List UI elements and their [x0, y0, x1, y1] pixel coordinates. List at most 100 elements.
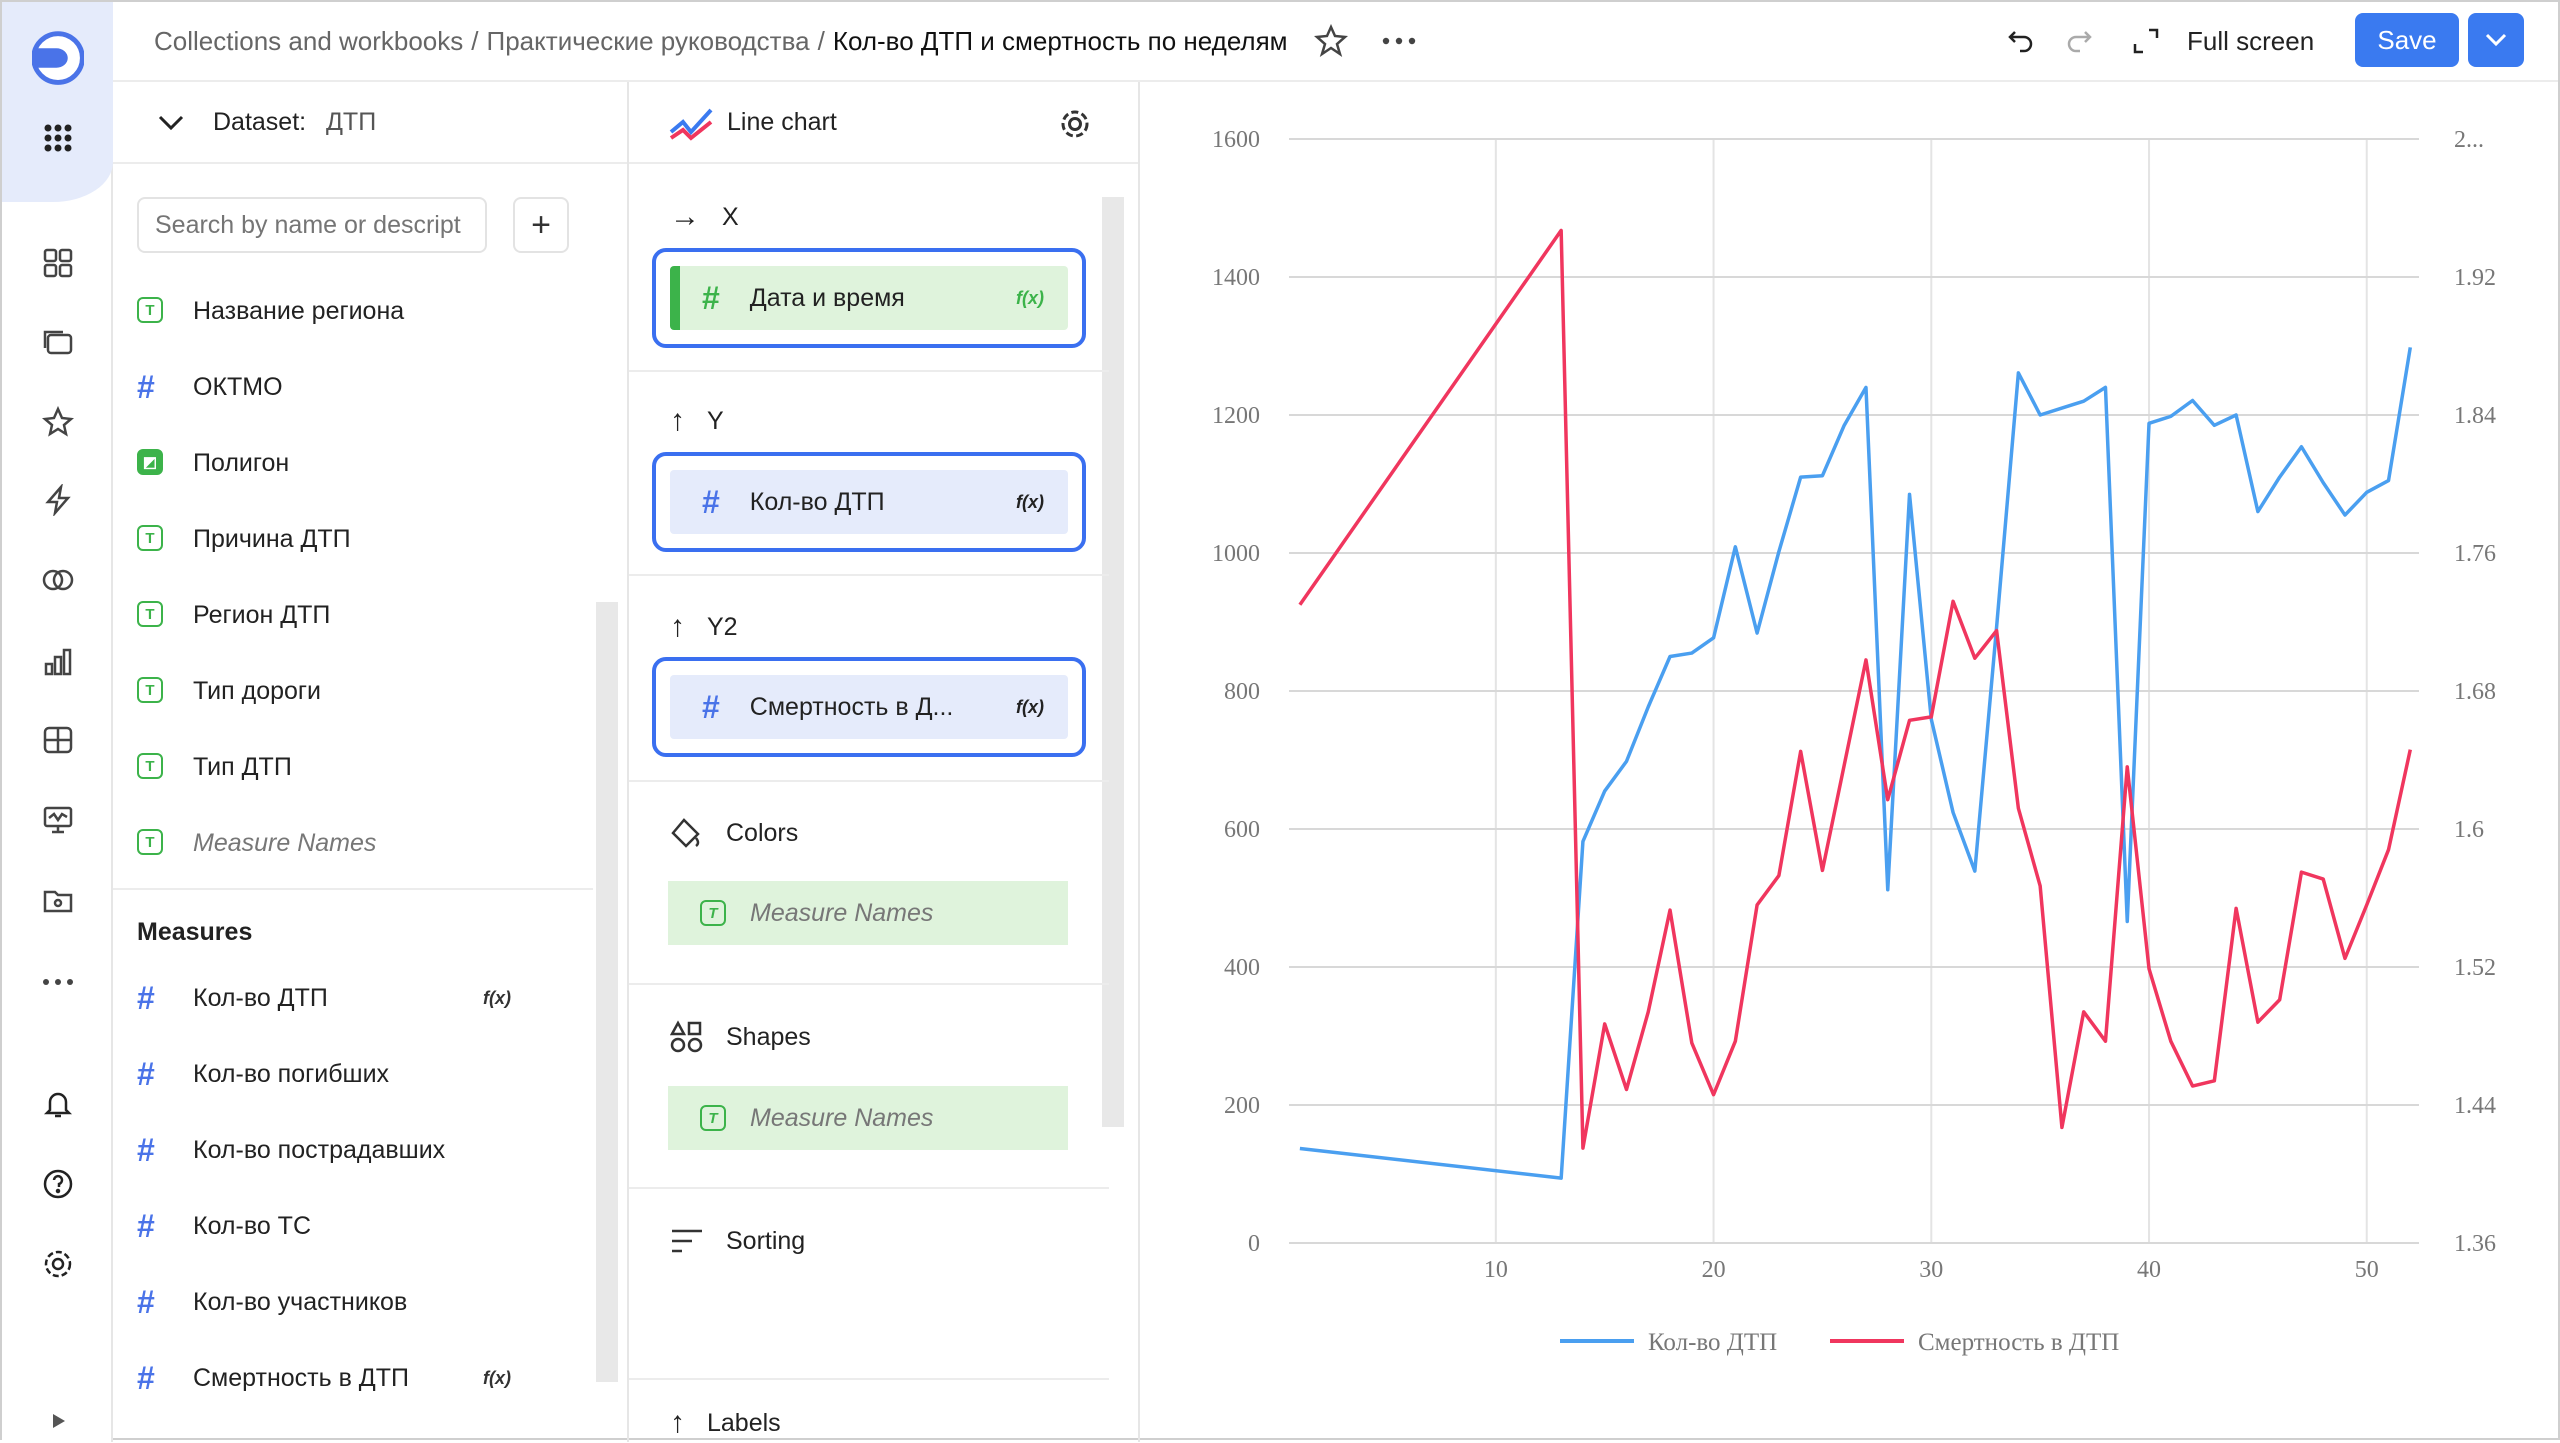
save-button[interactable]: Save — [2355, 13, 2459, 67]
visualization-panel: Line chart — [629, 82, 1140, 1442]
colors-field-pill[interactable]: T Measure Names — [668, 881, 1068, 945]
dimension-item[interactable]: Полигон — [193, 448, 290, 477]
y2-tick-label: 1.6 — [2454, 817, 2484, 843]
dimension-item[interactable]: Причина ДТП — [193, 524, 351, 553]
measure-item[interactable]: Кол-во ТС — [193, 1211, 312, 1240]
help-icon[interactable] — [32, 1162, 84, 1206]
divider — [113, 888, 593, 890]
measure-item[interactable]: Смертность в ДТП — [193, 1363, 409, 1392]
x-placeholder[interactable]: # Дата и время f(x) — [652, 248, 1086, 348]
section-label: Y2 — [707, 612, 738, 641]
scrollbar[interactable] — [596, 602, 618, 1382]
more-icon[interactable] — [32, 960, 84, 1004]
fullscreen-icon[interactable] — [2131, 26, 2161, 61]
ql-charts-icon[interactable] — [32, 718, 84, 762]
apps-icon[interactable] — [32, 116, 84, 160]
redo-icon[interactable] — [2063, 26, 2093, 61]
dimension-item[interactable]: Тип ДТП — [193, 752, 292, 781]
field-search-input[interactable] — [137, 197, 487, 253]
measure-item[interactable]: Кол-во пострадавших — [193, 1135, 446, 1164]
text-type-icon: T — [137, 829, 163, 855]
section-y: ↑ Y — [670, 404, 724, 438]
dimension-item[interactable]: Регион ДТП — [193, 600, 331, 629]
undo-icon[interactable] — [2007, 26, 2037, 61]
charts-icon[interactable] — [32, 640, 84, 684]
y-tick-label: 1400 — [1212, 265, 1260, 291]
shapes-field-pill[interactable]: T Measure Names — [668, 1086, 1068, 1150]
line-chart-icon — [669, 108, 713, 141]
number-type-icon: # — [702, 689, 720, 725]
field-label: Кол-во ДТП — [749, 487, 885, 516]
dimension-item[interactable]: Название региона — [193, 296, 405, 325]
text-type-icon: T — [137, 677, 163, 703]
more-actions-icon[interactable] — [1382, 37, 1416, 45]
chart-type-select[interactable]: Line chart — [727, 108, 837, 136]
y-placeholder[interactable]: # Кол-во ДТП f(x) — [652, 452, 1086, 552]
y-tick-label: 200 — [1224, 1093, 1260, 1119]
arrow-up-icon: ↑ — [670, 404, 685, 437]
sort-icon — [672, 1229, 702, 1253]
dashboards-icon[interactable] — [32, 241, 84, 285]
y-field-pill[interactable]: # Кол-во ДТП f(x) — [670, 470, 1068, 534]
chevron-down-icon[interactable] — [158, 115, 184, 131]
settings-icon[interactable] — [32, 1242, 84, 1286]
breadcrumb: Collections and workbooks / Практические … — [154, 24, 1416, 58]
x-tick-label: 50 — [2355, 1257, 2379, 1283]
divider — [629, 574, 1109, 576]
section-label: Colors — [726, 818, 799, 847]
text-type-icon: T — [137, 753, 163, 779]
divider — [629, 370, 1109, 372]
field-type: T — [137, 297, 165, 325]
divider — [629, 1187, 1109, 1189]
gear-icon[interactable] — [1057, 106, 1093, 142]
navigation-rail — [2, 2, 113, 1442]
breadcrumb-collections[interactable]: Collections and workbooks — [154, 25, 464, 56]
y-tick-label: 800 — [1224, 679, 1260, 705]
scrollbar[interactable] — [1102, 197, 1124, 1127]
expand-rail-icon[interactable] — [32, 1399, 84, 1443]
y-tick-label: 1000 — [1212, 541, 1260, 567]
dimension-item[interactable]: ОКТМО — [193, 372, 283, 401]
connections-icon[interactable] — [32, 558, 84, 602]
field-label: Measure Names — [750, 898, 934, 927]
measure-item[interactable]: Кол-во ДТП — [193, 983, 328, 1012]
fx-icon: f(x) — [1016, 287, 1044, 308]
favorite-star-icon[interactable] — [1313, 24, 1348, 58]
measures-title: Measures — [137, 918, 253, 946]
fx-icon: f(x) — [483, 988, 511, 1008]
lightning-icon[interactable] — [32, 478, 84, 522]
add-field-button[interactable]: + — [513, 197, 569, 253]
collections-icon[interactable] — [32, 320, 84, 364]
star-icon[interactable] — [32, 400, 84, 444]
breadcrumb-separator: / — [817, 25, 825, 56]
breadcrumb-workbook[interactable]: Практические руководства — [486, 25, 810, 56]
y2-field-pill[interactable]: # Смертность в Д... f(x) — [670, 675, 1068, 739]
monitoring-icon[interactable] — [32, 798, 84, 842]
field-type: # — [137, 371, 165, 403]
bell-icon[interactable] — [32, 1082, 84, 1126]
text-type-icon: T — [700, 900, 726, 926]
arrow-up-icon: ↑ — [670, 1406, 685, 1439]
section-label: X — [722, 202, 739, 231]
chevron-down-icon — [2485, 33, 2507, 47]
folder-icon[interactable] — [32, 878, 84, 922]
fx-icon: f(x) — [1016, 491, 1044, 512]
save-options-button[interactable] — [2468, 13, 2524, 67]
top-bar: Collections and workbooks / Практические … — [113, 2, 2558, 82]
number-type-icon: # — [137, 980, 155, 1016]
fullscreen-button[interactable]: Full screen — [2187, 26, 2315, 56]
section-colors: Colors — [670, 816, 798, 850]
section-label: Labels — [707, 1408, 781, 1437]
section-label: Sorting — [726, 1226, 806, 1255]
measure-item[interactable]: Кол-во участников — [193, 1287, 408, 1316]
y2-placeholder[interactable]: # Смертность в Д... f(x) — [652, 657, 1086, 757]
dataset-name[interactable]: ДТП — [326, 108, 377, 136]
measure-item[interactable]: Кол-во погибших — [193, 1059, 390, 1088]
field-type: ◩ — [137, 449, 165, 477]
breadcrumb-separator: / — [471, 25, 479, 56]
logo-icon[interactable] — [32, 31, 84, 85]
x-field-pill[interactable]: # Дата и время f(x) — [670, 266, 1068, 330]
dimension-item[interactable]: Тип дороги — [193, 676, 322, 705]
y-tick-label: 0 — [1248, 1231, 1260, 1257]
dimension-item[interactable]: Measure Names — [193, 828, 377, 857]
